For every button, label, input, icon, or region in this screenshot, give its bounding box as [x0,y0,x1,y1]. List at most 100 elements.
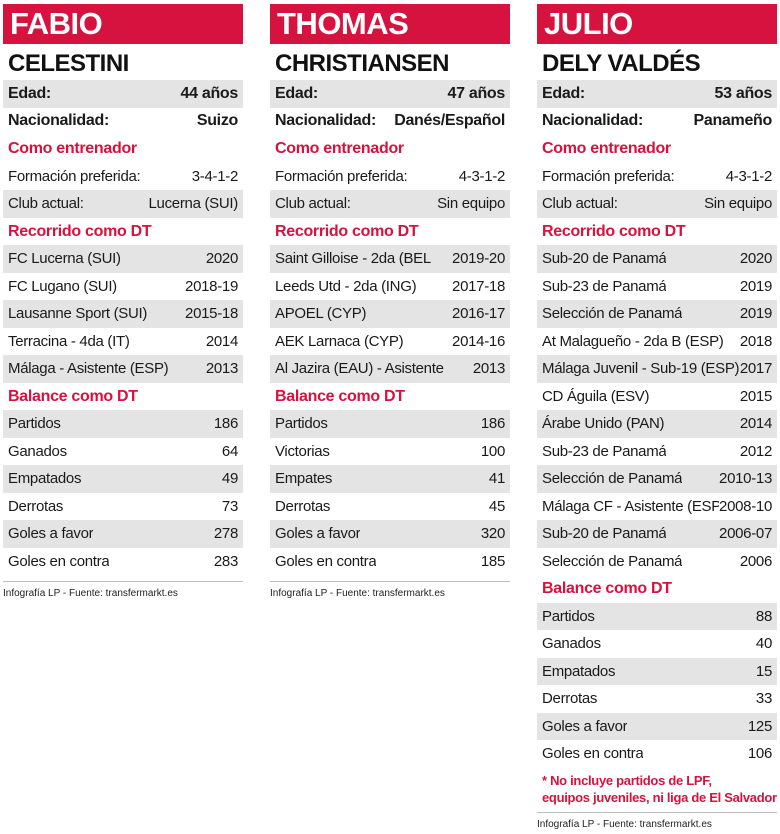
balance-row-value: 33 [755,690,772,708]
nationality-row-label: Nacionalidad: [542,112,644,130]
balance-row-label: Partidos [8,415,61,433]
career-row-label: FC Lucerna (SUI) [8,250,121,268]
career-row-value: 2019-20 [452,250,505,268]
career-row-label: Árabe Unido (PAN) [542,415,665,433]
coach-column-celestini: FABIO CELESTINI Edad: 44 años Nacionalidad: S… [3,4,243,599]
source-credit: Infografía LP - Fuente: transfermarkt.es [537,818,712,830]
balance-row-value: 40 [755,635,772,653]
career-row-label: Sub-20 de Panamá [542,525,667,543]
balance-row-label: Goles en contra [8,552,110,570]
balance-row-value: 41 [488,470,505,488]
career-row: Selección de Panamá 2010-13 [537,465,777,493]
balance-row-value: 64 [221,442,238,460]
current-club-row: Club actual: Lucerna (SUI) [3,190,243,218]
divider [270,581,510,582]
nationality-row-value: Suizo [196,112,238,130]
career-heading: Recorrido como DT [542,222,686,240]
balance-heading: Balance como DT [8,387,138,405]
career-row-value: 2019 [739,305,772,323]
nationality-row-value: Danés/Español [394,112,505,130]
formation-row-label: Formación preferida: [542,167,675,185]
career-row-label: Selección de Panamá [542,552,683,570]
nationality-row-label: Nacionalidad: [275,112,377,130]
career-row-label: Selección de Panamá [542,305,683,323]
current-club-row-label: Club actual: [275,195,351,213]
coach-heading: Como entrenador [542,140,671,157]
career-row-value: 2017 [739,360,772,378]
first-name-banner: JULIO [537,4,777,44]
balance-row-label: Derrotas [542,690,598,708]
career-row: AEK Larnaca (CYP) 2014-16 [270,328,510,356]
career-row: Leeds Utd - 2da (ING) 2017-18 [270,273,510,301]
career-row: Árabe Unido (PAN) 2014 [537,410,777,438]
career-row-label: Sub-20 de Panamá [542,250,667,268]
career-row-value: 2018 [739,332,772,350]
career-row-value: 2020 [205,250,238,268]
career-row-label: Sub-23 de Panamá [542,442,667,460]
balance-row: Goles a favor 320 [270,520,510,548]
balance-row: Goles en contra 106 [537,740,777,768]
footnote-line: equipos juveniles, ni liga de El Salvado… [542,789,777,805]
divider [537,811,777,813]
career-row-label: Terracina - 4da (IT) [8,332,130,350]
current-club-row-value: Sin equipo [704,195,772,213]
balance-row-value: 49 [221,470,238,488]
divider [3,581,243,582]
balance-row-label: Empatados [8,470,82,488]
formation-row-label: Formación preferida: [275,167,408,185]
age-row-label: Edad: [8,84,51,102]
formation-row: Formación preferida: 3-4-1-2 [3,163,243,191]
age-row-value: 44 años [180,84,239,102]
balance-row: Derrotas 45 [270,493,510,521]
career-row-label: CD Águila (ESV) [542,387,650,405]
balance-row: Derrotas 73 [3,493,243,521]
balance-row-label: Goles en contra [275,552,377,570]
career-row: Málaga CF - Asistente (ESP) 2008-10 [537,493,777,521]
career-row-value: 2013 [205,360,238,378]
career-row-value: 2010-13 [719,470,772,488]
formation-row-value: 4-3-1-2 [458,167,506,185]
career-heading: Recorrido como DT [275,222,419,240]
career-row: Málaga - Asistente (ESP) 2013 [3,355,243,383]
career-row-label: Lausanne Sport (SUI) [8,305,148,323]
current-club-row-value: Sin equipo [437,195,505,213]
source-credit: Infografía LP - Fuente: transfermarkt.es [270,588,445,599]
age-row-label: Edad: [542,84,585,102]
career-row-value: 2019 [739,277,772,295]
career-row-value: 2006 [739,552,772,570]
balance-heading: Balance como DT [542,580,672,597]
footnote: * No incluye partidos de LPF, equipos juv… [537,772,777,806]
formation-row-value: 4-3-1-2 [725,167,773,185]
balance-row-label: Ganados [8,442,67,460]
current-club-row: Club actual: Sin equipo [537,190,777,218]
balance-row: Partidos 186 [270,410,510,438]
balance-row: Empatados 15 [537,657,777,685]
career-row-value: 2014-16 [452,332,505,350]
career-row: Selección de Panamá 2019 [537,300,777,328]
coach-column-dely-valdes: JULIO DELY VALDÉS Edad: 53 años Nacionalidad… [537,4,777,830]
career-row: Sub-20 de Panamá 2006-07 [537,520,777,548]
coach-heading: Como entrenador [275,140,404,157]
nationality-row-label: Nacionalidad: [8,112,110,130]
career-row: Sub-23 de Panamá 2019 [537,273,777,301]
career-row-value: 2012 [739,442,772,460]
career-row-label: Málaga - Asistente (ESP) [8,360,169,378]
balance-row-value: 185 [480,552,505,570]
career-row-label: Málaga Juvenil - Sub-19 (ESP) [542,360,740,378]
nationality-row-value: Panameño [693,112,772,130]
career-row-label: Saint Gilloise - 2da (BEL [275,250,431,268]
formation-row-label: Formación preferida: [8,167,141,185]
balance-row-value: 45 [488,497,505,515]
career-row: APOEL (CYP) 2016-17 [270,300,510,328]
career-row: Lausanne Sport (SUI) 2015-18 [3,300,243,328]
age-row: Edad: 53 años [537,80,777,108]
career-row-label: AEK Larnaca (CYP) [275,332,404,350]
balance-row-label: Empatados [542,662,616,680]
balance-row-label: Derrotas [275,497,331,515]
balance-row-label: Victorias [275,442,330,460]
age-row-value: 53 años [714,84,773,102]
career-row: Sub-23 de Panamá 2012 [537,438,777,466]
age-row-value: 47 años [447,84,506,102]
career-row-value: 2016-17 [452,305,505,323]
career-row: CD Águila (ESV) 2015 [537,383,777,411]
